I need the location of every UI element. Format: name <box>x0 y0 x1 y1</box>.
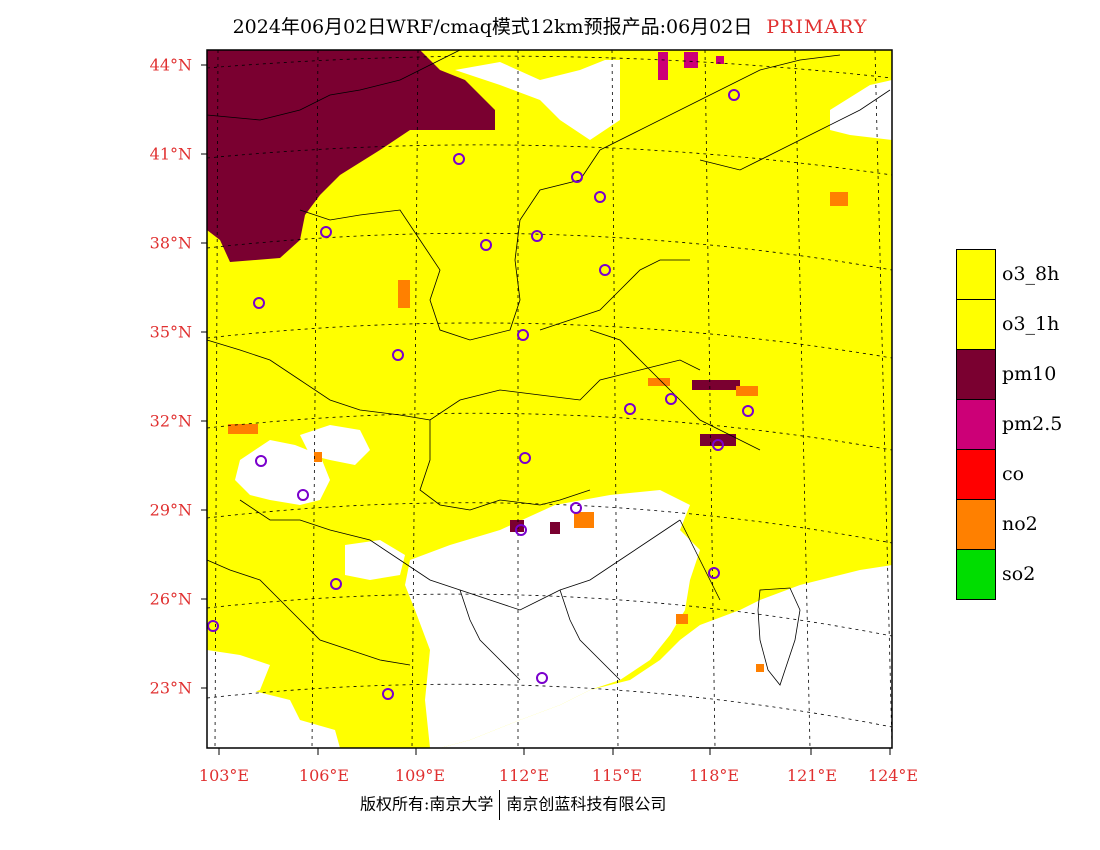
station-marker <box>382 688 394 700</box>
south-gap-4 <box>207 650 270 700</box>
province-boundaries <box>206 49 891 686</box>
station-marker <box>297 489 309 501</box>
station-marker <box>728 89 740 101</box>
pm10-spot <box>550 522 560 534</box>
station-marker <box>330 578 342 590</box>
northeast-gap <box>830 80 892 140</box>
legend-label: o3_1h <box>1002 313 1060 335</box>
pm25-spot <box>684 52 698 68</box>
station-marker <box>712 439 724 451</box>
no2-spot <box>830 192 848 206</box>
legend-label: co <box>1002 463 1025 485</box>
station-marker <box>320 226 332 238</box>
axis-ticks <box>201 64 891 755</box>
lat-label-29: 29°N <box>149 500 192 520</box>
legend-label: so2 <box>1002 563 1036 585</box>
lon-label-103: 103°E <box>198 766 250 785</box>
no2-spot <box>574 512 594 528</box>
station-marker <box>594 191 606 203</box>
plot-frame <box>206 49 893 749</box>
lon-label-124: 124°E <box>867 766 919 785</box>
title-text: 2024年06月02日WRF/cmaq模式12km预报产品:06月02日 <box>232 16 753 38</box>
station-marker <box>519 452 531 464</box>
station-marker <box>453 153 465 165</box>
legend-swatch <box>956 299 996 350</box>
legend-swatch <box>956 249 996 300</box>
legend-swatch <box>956 349 996 400</box>
lon-label-112: 112°E <box>498 766 550 785</box>
lat-label-23: 23°N <box>149 678 192 698</box>
station-marker <box>480 239 492 251</box>
lat-label-32: 32°N <box>149 411 192 431</box>
pm25-spot <box>716 56 724 64</box>
pm25-spot <box>658 52 668 80</box>
legend-swatch <box>956 449 996 500</box>
station-marker <box>742 405 754 417</box>
lon-label-106: 106°E <box>298 766 350 785</box>
station-marker <box>708 567 720 579</box>
lat-label-38: 38°N <box>149 233 192 253</box>
legend-label: pm2.5 <box>1002 413 1063 435</box>
station-marker <box>571 171 583 183</box>
monitor-stations <box>207 89 754 700</box>
legend-label: no2 <box>1002 513 1038 535</box>
south-gap-3 <box>345 540 405 580</box>
legend-label: pm10 <box>1002 363 1057 385</box>
lat-label-41: 41°N <box>149 144 192 164</box>
no2-spot <box>314 452 322 462</box>
north-gap <box>455 60 620 140</box>
taiwan-sea-gap <box>720 570 892 748</box>
lon-label-121: 121°E <box>786 766 838 785</box>
pm10-spot <box>692 380 740 390</box>
legend-swatch <box>956 549 996 600</box>
station-marker <box>207 620 219 632</box>
station-marker <box>570 502 582 514</box>
station-marker <box>665 393 677 405</box>
no2-spot <box>228 424 258 434</box>
footer-divider <box>499 790 501 820</box>
copyright-footer: 版权所有:南京大学 南京创蓝科技有限公司 <box>360 790 666 820</box>
lon-label-115: 115°E <box>591 766 643 785</box>
lon-label-109: 109°E <box>394 766 446 785</box>
graticule <box>206 49 893 749</box>
lat-label-35: 35°N <box>149 322 192 342</box>
south-clear-region <box>405 490 700 748</box>
copyright-text: 版权所有:南京大学 <box>360 794 494 814</box>
no2-spot <box>676 614 688 624</box>
station-marker <box>536 672 548 684</box>
legend-swatch <box>956 499 996 550</box>
legend-swatch <box>956 399 996 450</box>
lat-label-44: 44°N <box>149 55 192 75</box>
station-marker <box>253 297 265 309</box>
lat-label-26: 26°N <box>149 589 192 609</box>
station-marker <box>599 264 611 276</box>
no2-spot <box>398 280 410 308</box>
primary-tag: PRIMARY <box>766 16 868 38</box>
station-marker <box>531 230 543 242</box>
no2-spot <box>736 386 758 396</box>
pm10-region <box>207 50 495 262</box>
company-text: 南京创蓝科技有限公司 <box>506 794 667 814</box>
map-title: 2024年06月02日WRF/cmaq模式12km预报产品:06月02日 PRIM… <box>0 12 1100 39</box>
station-marker <box>624 403 636 415</box>
station-marker <box>255 455 267 467</box>
station-marker <box>392 349 404 361</box>
station-marker <box>517 329 529 341</box>
legend-label: o3_8h <box>1002 263 1060 285</box>
lon-label-118: 118°E <box>688 766 740 785</box>
no2-spot <box>648 378 670 386</box>
station-marker <box>515 524 527 536</box>
no2-spot <box>756 664 764 672</box>
